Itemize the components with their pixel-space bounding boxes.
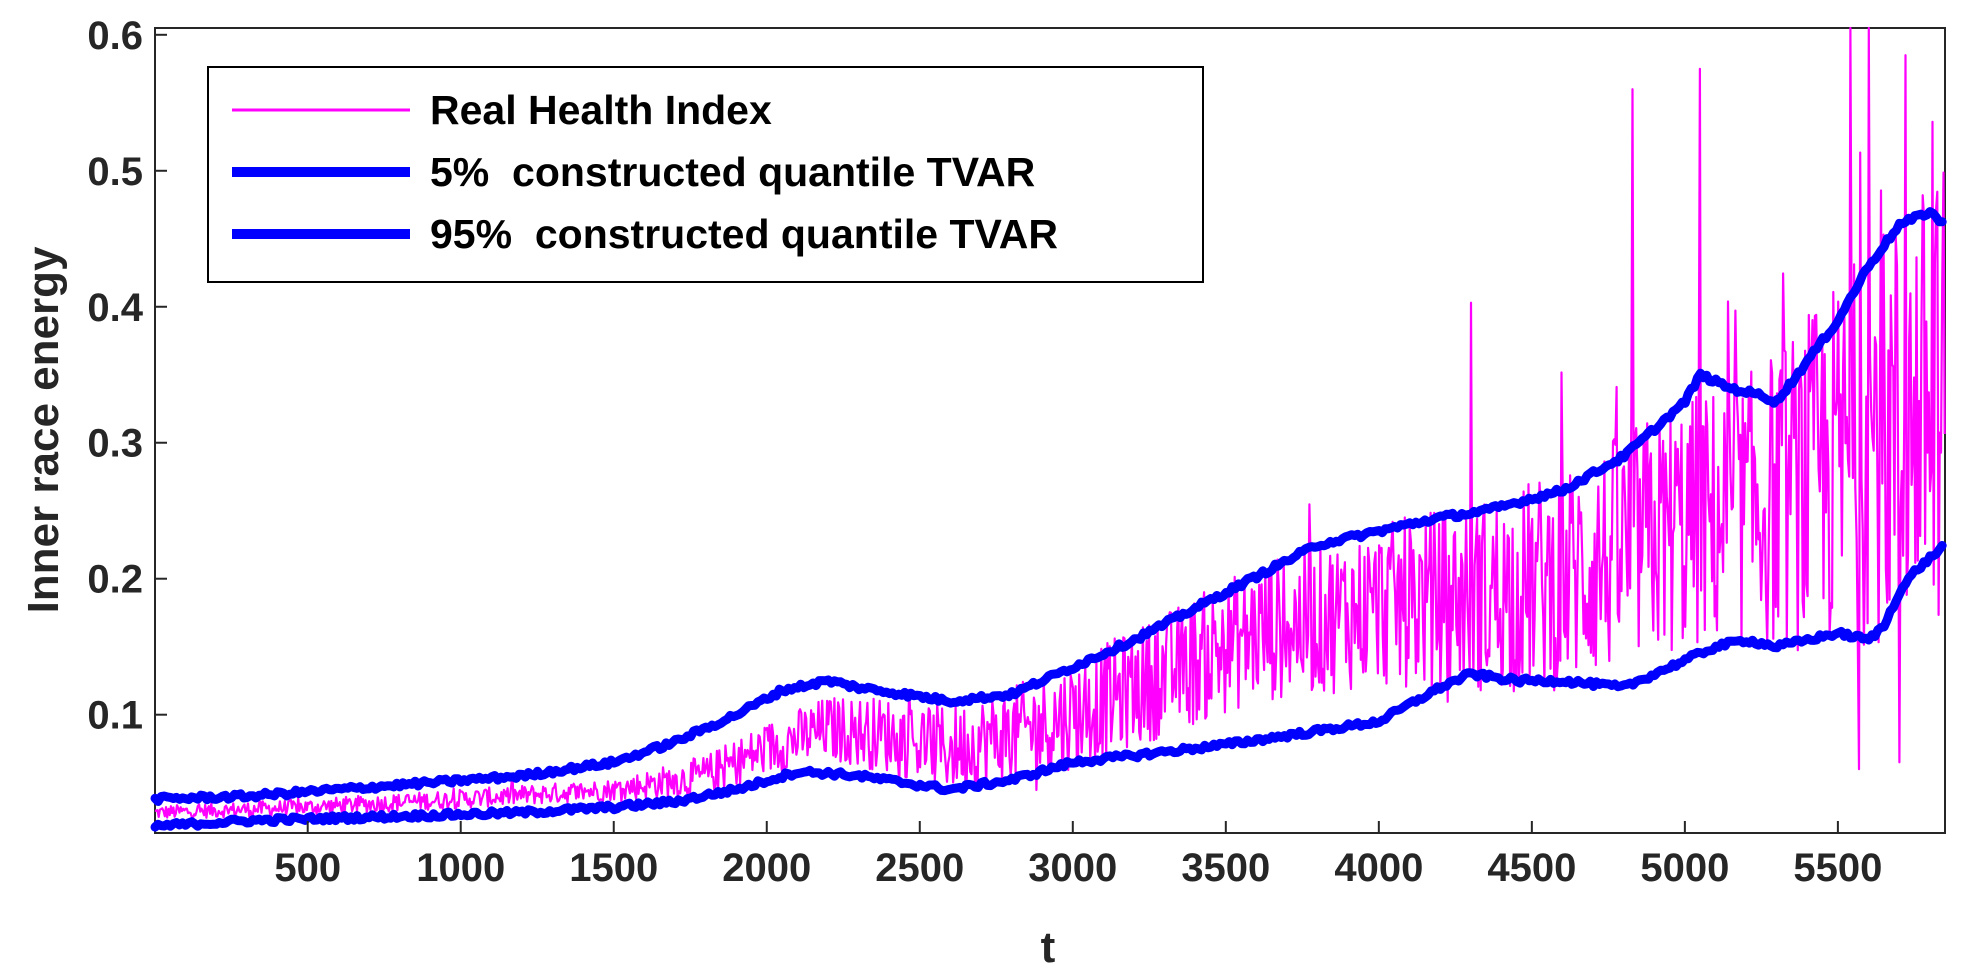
- tick-layer: 500 1000 1500 2000 2500 3000 3500 4000 4500 5000 5…: [87, 14, 1882, 890]
- y-tick-label-0.3: 0.3: [87, 422, 143, 466]
- x-tick-label-2500: 2500: [875, 846, 964, 890]
- x-tick-label-5000: 5000: [1640, 846, 1729, 890]
- x-tick-label-3000: 3000: [1028, 846, 1117, 890]
- x-tick-label-1000: 1000: [416, 846, 505, 890]
- series-line-real-health-index: [154, 26, 1946, 820]
- y-tick-label-0.1: 0.1: [87, 694, 143, 738]
- legend-label-real-health-index: Real Health Index: [430, 87, 772, 133]
- x-tick-label-4500: 4500: [1487, 846, 1576, 890]
- x-tick-label-4000: 4000: [1334, 846, 1423, 890]
- series-layer: [150, 26, 1947, 832]
- legend: Real Health Index 5% constructed quantil…: [207, 66, 1204, 283]
- series-line-95pct-constructed-quantile-tvar: [150, 207, 1947, 806]
- x-tick-label-3500: 3500: [1181, 846, 1270, 890]
- x-tick-label-2000: 2000: [722, 846, 811, 890]
- x-tick-label-5500: 5500: [1793, 846, 1882, 890]
- series-line-5pct-constructed-quantile-tvar: [150, 541, 1947, 832]
- legend-label-5pct-quantile: 5% constructed quantile TVAR: [430, 149, 1035, 195]
- x-tick-label-1500: 1500: [569, 846, 658, 890]
- y-axis-label: Inner race energy: [19, 246, 68, 613]
- legend-label-95pct-quantile: 95% constructed quantile TVAR: [430, 211, 1058, 257]
- y-tick-label-0.6: 0.6: [87, 14, 143, 58]
- x-tick-label-500: 500: [274, 846, 341, 890]
- y-tick-label-0.4: 0.4: [87, 286, 143, 330]
- y-tick-label-0.2: 0.2: [87, 558, 143, 602]
- y-tick-label-0.5: 0.5: [87, 150, 143, 194]
- x-axis-label: t: [1041, 923, 1056, 972]
